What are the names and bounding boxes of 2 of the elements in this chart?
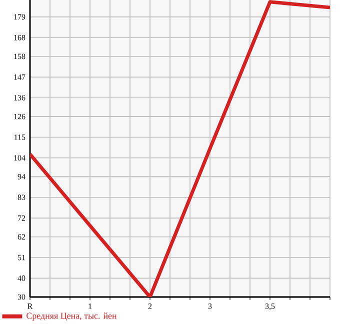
legend-label: Средняя Цена, тыс. йен: [26, 312, 117, 321]
line-series: [30, 0, 330, 297]
